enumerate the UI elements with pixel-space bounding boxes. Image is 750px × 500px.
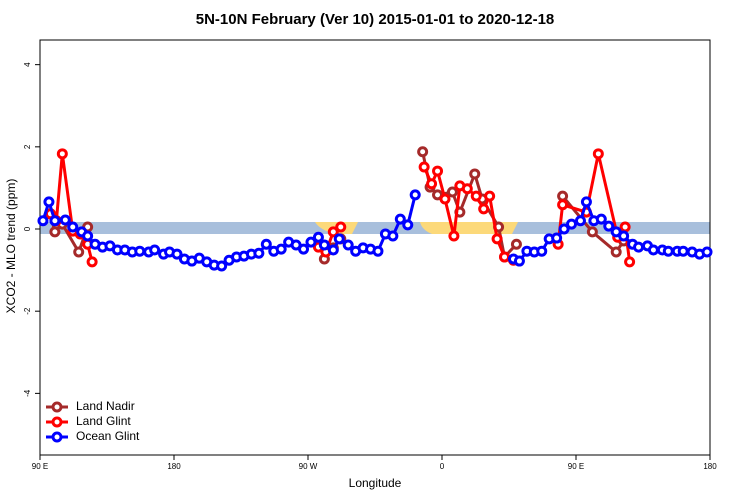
data-point bbox=[448, 230, 460, 242]
data-point bbox=[662, 245, 674, 257]
data-point bbox=[478, 203, 490, 215]
data-point bbox=[586, 226, 598, 238]
data-point bbox=[439, 193, 451, 205]
data-point bbox=[327, 226, 339, 238]
data-point bbox=[312, 231, 324, 243]
chart-title: 5N-10N February (Ver 10) 2015-01-01 to 2… bbox=[196, 11, 555, 28]
data-point bbox=[333, 233, 345, 245]
data-point bbox=[513, 255, 525, 267]
data-point bbox=[49, 226, 61, 238]
data-point bbox=[305, 236, 317, 248]
data-point bbox=[566, 218, 578, 230]
x-tick-label: 90 E bbox=[32, 462, 48, 471]
data-point bbox=[558, 223, 570, 235]
legend-label: Land Glint bbox=[76, 414, 131, 428]
data-point bbox=[372, 245, 384, 257]
x-tick-label: 0 bbox=[440, 462, 445, 471]
data-point bbox=[557, 190, 569, 202]
data-point bbox=[73, 246, 85, 258]
data-point bbox=[409, 189, 421, 201]
data-point bbox=[260, 238, 272, 250]
data-point bbox=[446, 186, 458, 198]
x-tick-label: 90 W bbox=[299, 462, 318, 471]
data-point bbox=[461, 183, 473, 195]
data-point bbox=[470, 190, 482, 202]
data-point bbox=[59, 214, 71, 226]
data-point bbox=[417, 146, 429, 158]
data-point bbox=[134, 245, 146, 257]
data-point bbox=[171, 248, 183, 260]
legend-marker bbox=[51, 416, 63, 428]
legend-label: Land Nadir bbox=[76, 399, 135, 413]
data-point bbox=[56, 148, 68, 160]
data-point bbox=[610, 246, 622, 258]
data-point bbox=[633, 241, 645, 253]
data-point bbox=[327, 244, 339, 256]
data-point bbox=[557, 199, 569, 211]
data-point bbox=[418, 161, 430, 173]
data-point bbox=[37, 215, 49, 227]
data-point bbox=[216, 260, 228, 272]
data-point bbox=[43, 196, 55, 208]
legend-marker bbox=[51, 431, 63, 443]
data-point bbox=[677, 245, 689, 257]
data-point bbox=[298, 243, 310, 255]
data-point bbox=[624, 256, 636, 268]
y-tick-label: 0 bbox=[23, 226, 32, 231]
data-point bbox=[82, 230, 94, 242]
data-point bbox=[149, 244, 161, 256]
x-tick-label: 180 bbox=[703, 462, 717, 471]
data-point bbox=[49, 215, 61, 227]
data-point bbox=[387, 230, 399, 242]
data-point bbox=[618, 230, 630, 242]
data-point bbox=[574, 215, 586, 227]
series-line bbox=[422, 166, 514, 262]
data-point bbox=[426, 178, 438, 190]
x-tick-label: 180 bbox=[167, 462, 181, 471]
x-axis-label: Longitude bbox=[349, 476, 402, 490]
data-point bbox=[551, 232, 563, 244]
data-point bbox=[619, 221, 631, 233]
data-point bbox=[342, 239, 354, 251]
data-point bbox=[603, 220, 615, 232]
data-point bbox=[432, 165, 444, 177]
data-point bbox=[647, 244, 659, 256]
y-axis-label: XCO2 - MLO trend (ppm) bbox=[4, 179, 18, 314]
data-point bbox=[595, 213, 607, 225]
data-point bbox=[510, 238, 522, 250]
y-tick-label: 4 bbox=[23, 62, 32, 67]
data-point bbox=[335, 221, 347, 233]
y-tick-label: -2 bbox=[23, 307, 32, 315]
data-point bbox=[86, 256, 98, 268]
data-point bbox=[394, 213, 406, 225]
legend-label: Ocean Glint bbox=[76, 429, 140, 443]
data-point bbox=[402, 219, 414, 231]
y-tick-label: -4 bbox=[23, 389, 32, 397]
data-point bbox=[499, 251, 511, 263]
data-point bbox=[580, 196, 592, 208]
data-point bbox=[592, 148, 604, 160]
data-point bbox=[491, 233, 503, 245]
data-point bbox=[253, 247, 265, 259]
data-point bbox=[484, 190, 496, 202]
series-line bbox=[561, 195, 625, 255]
legend-marker bbox=[51, 401, 63, 413]
data-point bbox=[536, 245, 548, 257]
data-point bbox=[275, 243, 287, 255]
data-point bbox=[67, 221, 79, 233]
data-point bbox=[469, 168, 481, 180]
x-tick-label: 90 E bbox=[568, 462, 584, 471]
y-tick-label: 2 bbox=[23, 144, 32, 149]
data-point bbox=[318, 239, 330, 251]
ocean-band bbox=[40, 222, 710, 234]
surface-mask bbox=[40, 222, 710, 234]
data-point bbox=[701, 246, 713, 258]
